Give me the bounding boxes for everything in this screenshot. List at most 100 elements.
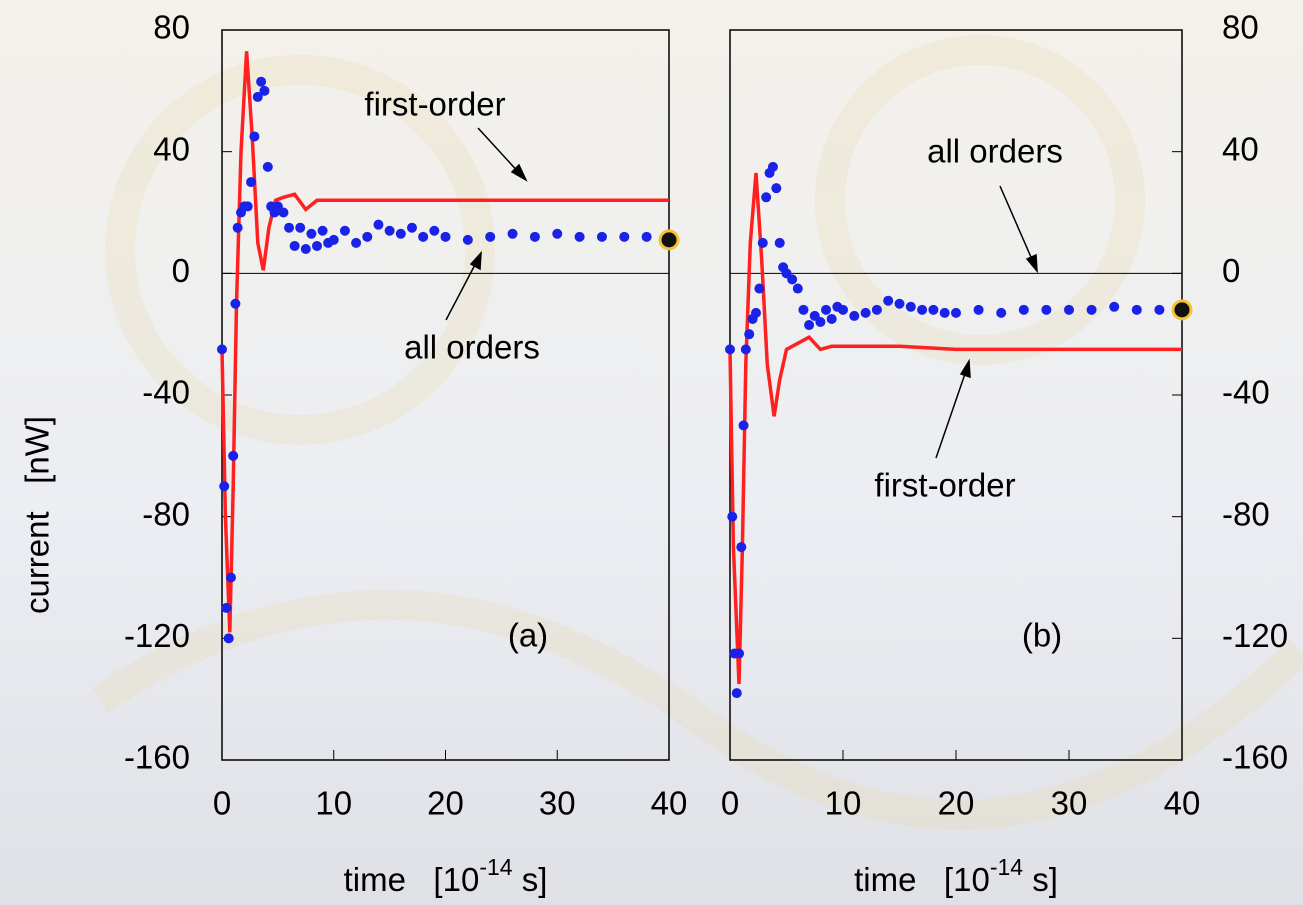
data-point: [256, 76, 267, 87]
data-point: [849, 310, 860, 321]
x-tick-label: 0: [721, 785, 739, 822]
data-point: [384, 225, 395, 236]
data-point: [300, 244, 311, 254]
data-point: [771, 183, 782, 194]
data-point: [798, 304, 809, 315]
data-point: [406, 222, 417, 233]
data-point: [1041, 304, 1052, 315]
data-point: [860, 307, 871, 318]
data-point: [727, 511, 738, 522]
data-point: [1086, 304, 1097, 315]
series-annotation: all orders: [404, 329, 540, 366]
data-point: [418, 231, 429, 242]
data-point: [429, 225, 440, 236]
data-point: [725, 344, 735, 355]
x-axis-label-part: -14: [479, 854, 512, 880]
series-annotation: first-order: [364, 86, 505, 123]
data-point: [373, 219, 384, 230]
data-point: [754, 283, 765, 294]
data-point: [228, 450, 239, 461]
series-annotation: first-order: [874, 467, 1015, 504]
data-point: [905, 301, 916, 312]
data-point: [232, 222, 243, 233]
data-point: [351, 237, 362, 248]
data-point: [306, 228, 317, 239]
data-point: [736, 542, 747, 553]
end-point: [658, 229, 680, 251]
y-tick-label: 40: [153, 130, 190, 167]
x-tick-label: 20: [427, 785, 464, 822]
data-point: [225, 572, 236, 583]
x-tick-label: 20: [938, 785, 975, 822]
data-point: [815, 317, 826, 327]
data-point: [596, 231, 607, 242]
panel-label: (b): [1022, 617, 1062, 654]
y-tick-label: 80: [1222, 9, 1259, 46]
data-point: [395, 228, 406, 239]
data-point: [996, 307, 1007, 318]
data-point: [462, 234, 473, 245]
data-point: [761, 192, 772, 203]
data-point: [311, 240, 322, 251]
data-point: [619, 231, 630, 242]
data-point: [328, 234, 339, 245]
data-point: [826, 313, 837, 324]
x-tick-label: 40: [1164, 785, 1201, 822]
x-tick-label: 30: [539, 785, 576, 822]
data-point: [973, 304, 984, 315]
data-point: [734, 648, 745, 659]
data-point: [744, 329, 755, 340]
data-point: [362, 231, 373, 242]
x-axis-label-part: s]: [513, 861, 548, 898]
data-point: [1154, 304, 1165, 315]
data-point: [278, 207, 289, 218]
data-point: [757, 237, 768, 248]
data-point: [731, 688, 742, 699]
data-point: [738, 420, 749, 431]
y-tick-label: 40: [1222, 130, 1259, 167]
y-tick-label: -80: [142, 495, 190, 532]
data-point: [641, 231, 652, 242]
y-tick-label: -160: [124, 739, 190, 776]
x-axis-label-part: s]: [1023, 861, 1058, 898]
data-point: [252, 91, 263, 102]
data-point: [821, 304, 832, 315]
y-tick-label: 0: [1222, 252, 1240, 289]
data-point: [242, 201, 253, 212]
data-point: [740, 344, 751, 355]
data-point: [221, 602, 232, 613]
data-point: [485, 231, 496, 242]
x-tick-label: 0: [213, 785, 231, 822]
data-point: [289, 240, 300, 251]
panel-label: (a): [508, 617, 548, 654]
data-point: [230, 298, 241, 309]
x-tick-label: 40: [651, 785, 688, 822]
end-point: [1171, 299, 1193, 321]
data-point: [217, 344, 227, 355]
data-point: [928, 304, 939, 315]
data-point: [939, 307, 950, 318]
data-point: [440, 231, 451, 242]
x-tick-label: 10: [315, 785, 352, 822]
data-point: [1109, 301, 1120, 312]
data-point: [774, 237, 785, 248]
y-tick-label: -120: [124, 617, 190, 654]
y-tick-label: -120: [1222, 617, 1288, 654]
data-point: [871, 304, 882, 315]
data-point: [917, 304, 928, 315]
data-point: [792, 283, 803, 294]
data-point: [883, 295, 894, 306]
data-point: [838, 304, 848, 315]
x-tick-label: 30: [1051, 785, 1088, 822]
data-point: [787, 274, 798, 285]
data-point: [552, 228, 563, 239]
data-point: [262, 161, 273, 172]
y-tick-label: 0: [172, 252, 190, 289]
data-point: [894, 298, 905, 309]
y-tick-label: -80: [1222, 495, 1270, 532]
x-axis-label: time [10-14 s]: [854, 854, 1058, 898]
data-point: [750, 307, 761, 318]
data-point: [284, 222, 295, 233]
